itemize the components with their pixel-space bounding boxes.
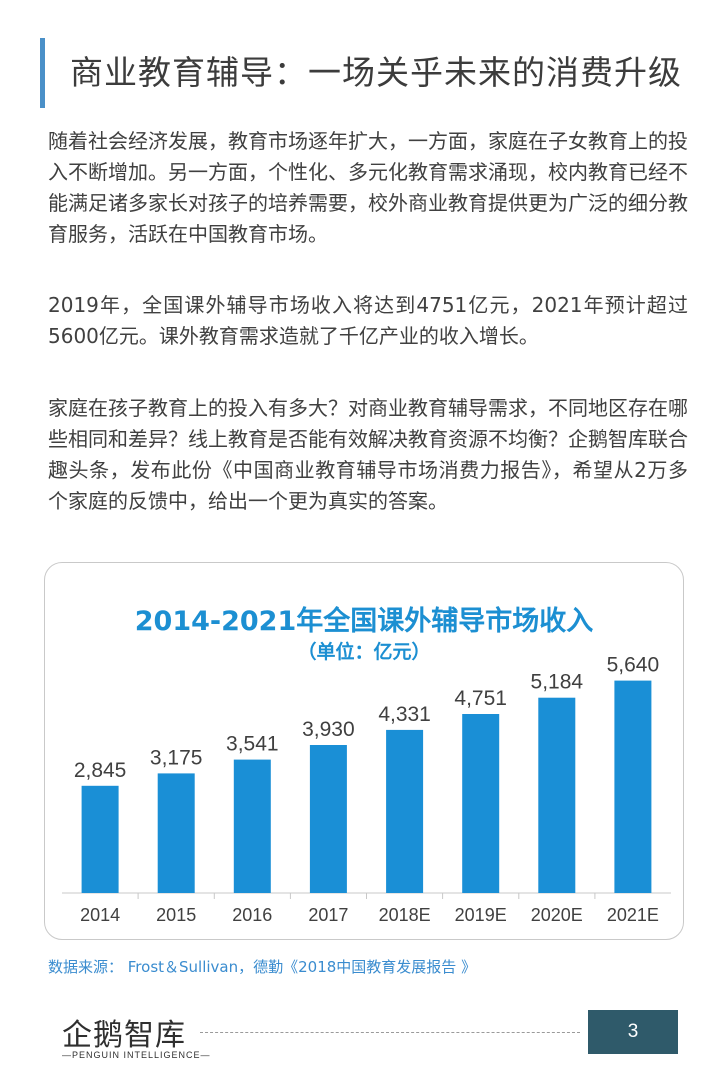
logo-text: 企鹅智库 (62, 1018, 186, 1053)
data-label-2019E: 4,751 (454, 687, 507, 710)
x-tick-label-2017: 2017 (308, 905, 348, 925)
data-label-2020E: 5,184 (531, 671, 584, 694)
data-label-2018E: 4,331 (378, 703, 431, 726)
data-source-note: 数据来源： Frost＆Sullivan，德勤《2018中国教育发展报告 》 (48, 958, 477, 976)
data-label-2017: 3,930 (302, 718, 355, 741)
x-tick-label-2018E: 2018E (379, 905, 431, 925)
x-tick-label-2020E: 2020E (531, 905, 583, 925)
paragraph-market-size: 2019年，全国课外辅导市场收入将达到4751亿元，2021年预计超过5600亿… (48, 293, 688, 348)
bar-2021E (614, 680, 652, 893)
page-number-badge: 3 (588, 1010, 678, 1054)
x-tick-label-2015: 2015 (156, 905, 196, 925)
x-tick-label-2021E: 2021E (607, 905, 659, 925)
chart-subtitle: （单位：亿元） (297, 641, 431, 663)
chart-card: 2014-2021年全国课外辅导市场收入 （单位：亿元） 2,845 2014 3,… (44, 562, 684, 940)
x-tick-label-2019E: 2019E (455, 905, 507, 925)
logo-subtext: —PENGUIN INTELLIGENCE— (62, 1050, 211, 1060)
paragraph-intro: 随着社会经济发展，教育市场逐年扩大，一方面，家庭在子女教育上的投入不断增加。另一… (48, 129, 688, 246)
penguin-intelligence-logo: 企鹅智库 —PENGUIN INTELLIGENCE— (62, 1010, 210, 1066)
chart-title: 2014-2021年全国课外辅导市场收入 (134, 606, 594, 637)
footer-divider (200, 1032, 580, 1033)
bar-2016 (233, 759, 271, 893)
bar-2014 (81, 785, 119, 893)
paragraph-report-purpose: 家庭在孩子教育上的投入有多大？对商业教育辅导需求，不同地区存在哪些相同和差异？线… (48, 396, 688, 513)
data-label-2015: 3,175 (150, 746, 203, 769)
data-label-2014: 2,845 (74, 759, 127, 782)
bar-2018E (386, 729, 424, 893)
bar-2019E (462, 714, 500, 893)
page-title: 商业教育辅导：一场关乎未来的消费升级 (70, 53, 682, 92)
bar-2017 (309, 745, 347, 893)
bar-2020E (538, 697, 576, 893)
x-tick-label-2014: 2014 (80, 905, 120, 925)
header: 商业教育辅导：一场关乎未来的消费升级 (40, 38, 716, 108)
title-accent-bar (40, 38, 45, 108)
bar-2015 (157, 773, 195, 893)
data-label-2016: 3,541 (226, 733, 279, 756)
data-label-2021E: 5,640 (607, 654, 660, 677)
bar-chart: 2,845 2014 3,175 2015 3,541 2016 3,930 2017 4,33… (62, 654, 671, 925)
x-tick-label-2016: 2016 (232, 905, 272, 925)
